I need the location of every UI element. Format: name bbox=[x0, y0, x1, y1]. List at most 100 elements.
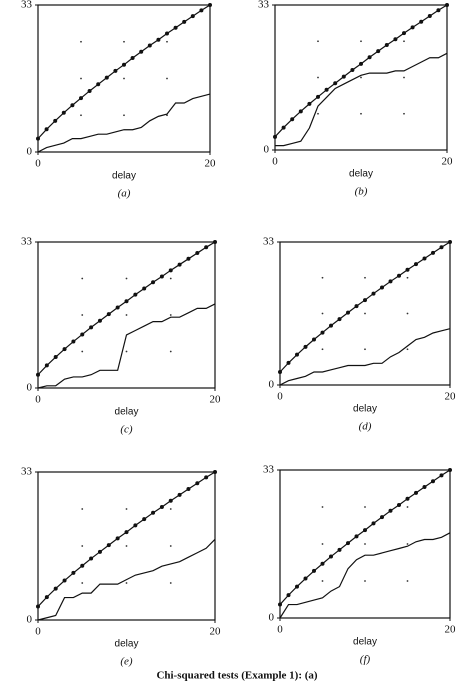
grid-dot bbox=[360, 76, 362, 79]
point bbox=[130, 56, 135, 61]
point bbox=[346, 310, 350, 315]
point bbox=[380, 515, 384, 520]
point bbox=[186, 256, 191, 261]
series-line bbox=[279, 241, 451, 373]
grid-dot bbox=[406, 276, 409, 279]
panel: 0 33 0 20 delay (c) bbox=[21, 236, 221, 436]
grid-dot bbox=[321, 506, 324, 508]
y-tick-label: 33 bbox=[21, 0, 33, 11]
grid-dot bbox=[317, 112, 319, 115]
point bbox=[436, 8, 441, 13]
series-line bbox=[37, 241, 216, 376]
point bbox=[195, 481, 200, 486]
grid-dot bbox=[406, 506, 409, 508]
grid-dot bbox=[364, 312, 366, 315]
plot-frame bbox=[37, 4, 211, 153]
caption: Chi-squared tests (Example 1): (a) bbox=[156, 670, 317, 682]
plot-frame bbox=[274, 4, 448, 151]
point bbox=[204, 245, 209, 250]
grid-dot bbox=[406, 580, 409, 582]
grid-dot bbox=[321, 312, 324, 315]
plot-frame bbox=[279, 469, 451, 619]
point bbox=[190, 14, 195, 19]
point bbox=[71, 339, 76, 344]
x-tick-label: 0 bbox=[277, 624, 283, 636]
grid-dot bbox=[81, 582, 84, 584]
point bbox=[159, 274, 164, 279]
y-tick-label: 33 bbox=[263, 236, 275, 248]
x-axis-label: delay bbox=[112, 171, 136, 182]
y-tick-label: 0 bbox=[269, 379, 275, 391]
point bbox=[53, 118, 58, 123]
grid-dot bbox=[364, 276, 366, 279]
point bbox=[397, 502, 401, 507]
panel-label: (b) bbox=[355, 186, 368, 198]
point bbox=[414, 262, 418, 267]
grid-dot bbox=[80, 40, 82, 43]
point bbox=[177, 492, 182, 497]
point bbox=[329, 554, 333, 559]
point bbox=[376, 49, 381, 54]
grid-dot bbox=[80, 114, 82, 117]
point bbox=[62, 347, 67, 352]
point bbox=[303, 344, 308, 349]
point bbox=[363, 298, 367, 303]
grid-dot bbox=[169, 545, 172, 547]
point bbox=[419, 19, 424, 24]
point bbox=[324, 87, 329, 92]
series-line bbox=[37, 471, 216, 607]
series-line bbox=[37, 538, 216, 621]
panel-label: (c) bbox=[120, 424, 133, 436]
grid-dot bbox=[125, 277, 128, 280]
point bbox=[333, 81, 338, 86]
y-tick-label: 33 bbox=[263, 464, 275, 476]
panel: 0 33 0 20 delay (e) bbox=[21, 466, 221, 668]
point bbox=[320, 561, 325, 566]
point bbox=[156, 37, 161, 42]
y-tick-label: 0 bbox=[27, 614, 33, 626]
grid-dot bbox=[321, 276, 324, 279]
point bbox=[448, 240, 452, 244]
x-tick-label: 20 bbox=[210, 626, 222, 638]
point bbox=[286, 593, 291, 598]
series-line bbox=[279, 328, 451, 386]
point bbox=[329, 323, 333, 328]
point bbox=[316, 94, 320, 99]
point bbox=[431, 250, 435, 255]
x-tick-label: 0 bbox=[35, 394, 41, 406]
point bbox=[44, 127, 49, 132]
panel: 0 33 0 20 delay (a) bbox=[21, 0, 216, 200]
point bbox=[89, 325, 94, 330]
series-line bbox=[275, 52, 448, 147]
grid-dot bbox=[125, 582, 128, 584]
grid-dot bbox=[403, 40, 405, 43]
grid-dot bbox=[125, 314, 128, 316]
plot-frame bbox=[37, 471, 216, 621]
point bbox=[448, 468, 452, 472]
grid-dot bbox=[403, 76, 405, 79]
point bbox=[388, 508, 393, 513]
panel-label: (d) bbox=[359, 421, 372, 433]
point bbox=[410, 25, 415, 30]
panel-label: (f) bbox=[360, 654, 371, 666]
point bbox=[87, 88, 92, 93]
point bbox=[199, 8, 204, 13]
point bbox=[53, 355, 58, 360]
grid-dot bbox=[81, 350, 84, 353]
x-tick-label: 20 bbox=[442, 156, 454, 168]
x-tick-label: 20 bbox=[445, 624, 457, 636]
point bbox=[354, 534, 359, 539]
grid-dot bbox=[166, 40, 168, 43]
point bbox=[79, 96, 83, 101]
grid-dot bbox=[169, 350, 172, 353]
point bbox=[405, 496, 410, 501]
point bbox=[195, 251, 200, 256]
point bbox=[295, 352, 299, 357]
point bbox=[36, 372, 40, 377]
y-tick-label: 33 bbox=[21, 236, 33, 248]
point bbox=[405, 267, 410, 272]
point bbox=[80, 332, 85, 337]
y-tick-label: 0 bbox=[269, 612, 275, 624]
point bbox=[106, 543, 111, 548]
